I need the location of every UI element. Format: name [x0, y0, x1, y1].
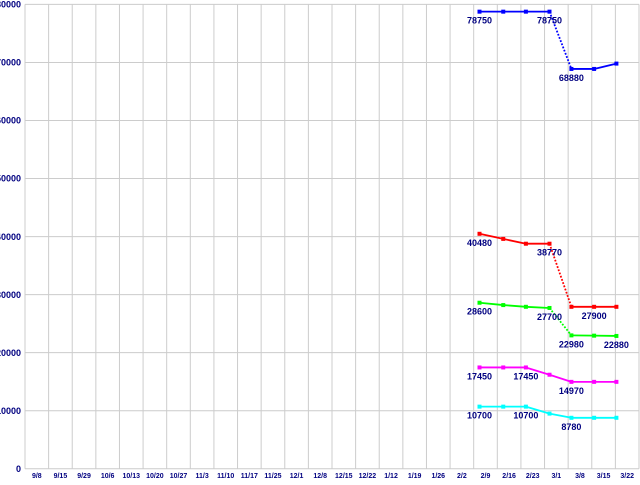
svg-text:8780: 8780 [561, 422, 581, 432]
svg-text:1/26: 1/26 [431, 473, 445, 480]
svg-text:30000: 30000 [0, 290, 21, 300]
svg-text:12/8: 12/8 [313, 473, 327, 480]
svg-text:12/1: 12/1 [290, 473, 304, 480]
svg-text:12/15: 12/15 [335, 473, 353, 480]
svg-text:2/2: 2/2 [457, 473, 467, 480]
svg-text:3/15: 3/15 [597, 473, 611, 480]
svg-text:10/13: 10/13 [123, 473, 141, 480]
svg-text:2/9: 2/9 [481, 473, 491, 480]
svg-text:60000: 60000 [0, 116, 21, 126]
svg-text:2/23: 2/23 [526, 473, 540, 480]
svg-text:27900: 27900 [582, 311, 607, 321]
svg-text:11/25: 11/25 [264, 473, 281, 480]
svg-text:0: 0 [16, 464, 21, 474]
svg-text:3/1: 3/1 [551, 473, 561, 480]
svg-text:27700: 27700 [537, 312, 562, 322]
svg-text:10/6: 10/6 [101, 473, 115, 480]
svg-text:3/8: 3/8 [575, 473, 585, 480]
svg-text:3/22: 3/22 [620, 473, 634, 480]
svg-text:12/22: 12/22 [359, 473, 377, 480]
svg-text:80000: 80000 [0, 0, 21, 10]
svg-text:10700: 10700 [467, 411, 492, 421]
svg-text:38770: 38770 [537, 248, 562, 258]
svg-text:17450: 17450 [467, 371, 492, 381]
svg-text:14970: 14970 [559, 386, 584, 396]
svg-text:1/12: 1/12 [384, 473, 398, 480]
svg-text:10/20: 10/20 [146, 473, 164, 480]
svg-text:17450: 17450 [513, 371, 538, 381]
svg-text:11/3: 11/3 [195, 473, 208, 480]
svg-text:11/10: 11/10 [217, 473, 234, 480]
svg-text:78750: 78750 [537, 16, 562, 26]
svg-text:9/29: 9/29 [77, 473, 91, 480]
svg-text:2/16: 2/16 [502, 473, 516, 480]
svg-text:9/15: 9/15 [54, 473, 68, 480]
svg-text:11/17: 11/17 [241, 473, 258, 480]
svg-text:68880: 68880 [559, 73, 584, 83]
svg-text:10000: 10000 [0, 406, 21, 416]
svg-text:78750: 78750 [467, 16, 492, 26]
svg-text:22880: 22880 [604, 340, 629, 350]
svg-text:40000: 40000 [0, 232, 21, 242]
svg-text:50000: 50000 [0, 174, 21, 184]
svg-text:70000: 70000 [0, 58, 21, 68]
svg-text:28600: 28600 [467, 307, 492, 317]
svg-text:9/8: 9/8 [32, 473, 42, 480]
svg-text:1/19: 1/19 [408, 473, 422, 480]
svg-text:40480: 40480 [467, 238, 492, 248]
svg-text:10700: 10700 [513, 411, 538, 421]
svg-text:22980: 22980 [559, 339, 584, 349]
svg-text:10/27: 10/27 [170, 473, 188, 480]
svg-text:20000: 20000 [0, 348, 21, 358]
